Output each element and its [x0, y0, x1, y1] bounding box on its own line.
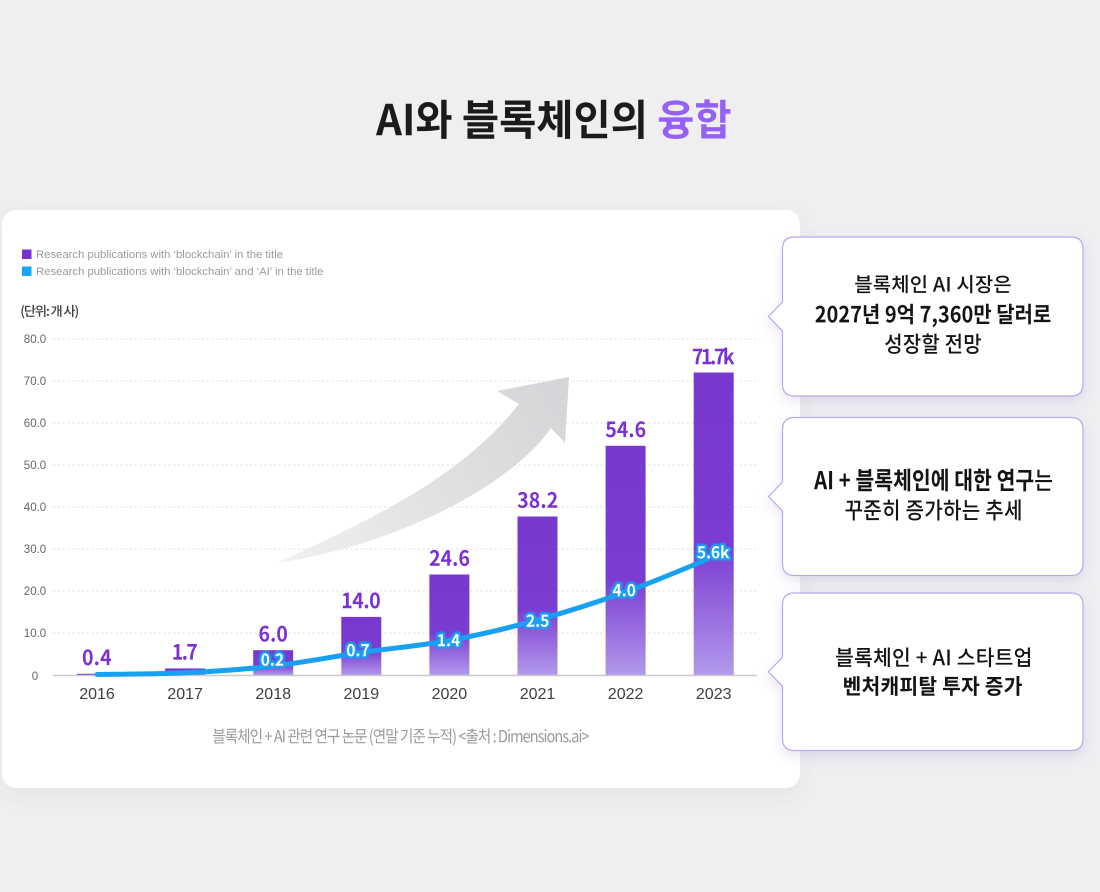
svg-text:Research publications with ‘bl: Research publications with ‘blockchain’ …	[36, 249, 283, 261]
svg-text:2020: 2020	[432, 686, 468, 703]
svg-text:2023: 2023	[696, 686, 732, 703]
svg-text:10.0: 10.0	[24, 628, 46, 640]
svg-text:2022: 2022	[608, 686, 644, 703]
svg-text:70.0: 70.0	[24, 376, 46, 388]
svg-text:20.0: 20.0	[24, 586, 46, 598]
svg-text:50.0: 50.0	[24, 460, 46, 472]
svg-text:2019: 2019	[344, 686, 380, 703]
svg-text:2016: 2016	[79, 686, 115, 703]
svg-text:2017: 2017	[167, 686, 203, 703]
svg-text:80.0: 80.0	[24, 334, 46, 346]
svg-text:30.0: 30.0	[24, 544, 46, 556]
svg-text:Research publications with ‘bl: Research publications with ‘blockchain’ …	[36, 266, 323, 278]
svg-text:60.0: 60.0	[24, 418, 46, 430]
svg-text:2021: 2021	[520, 686, 556, 703]
svg-text:40.0: 40.0	[24, 502, 46, 514]
svg-text:2018: 2018	[255, 686, 291, 703]
svg-text:0: 0	[32, 671, 38, 683]
